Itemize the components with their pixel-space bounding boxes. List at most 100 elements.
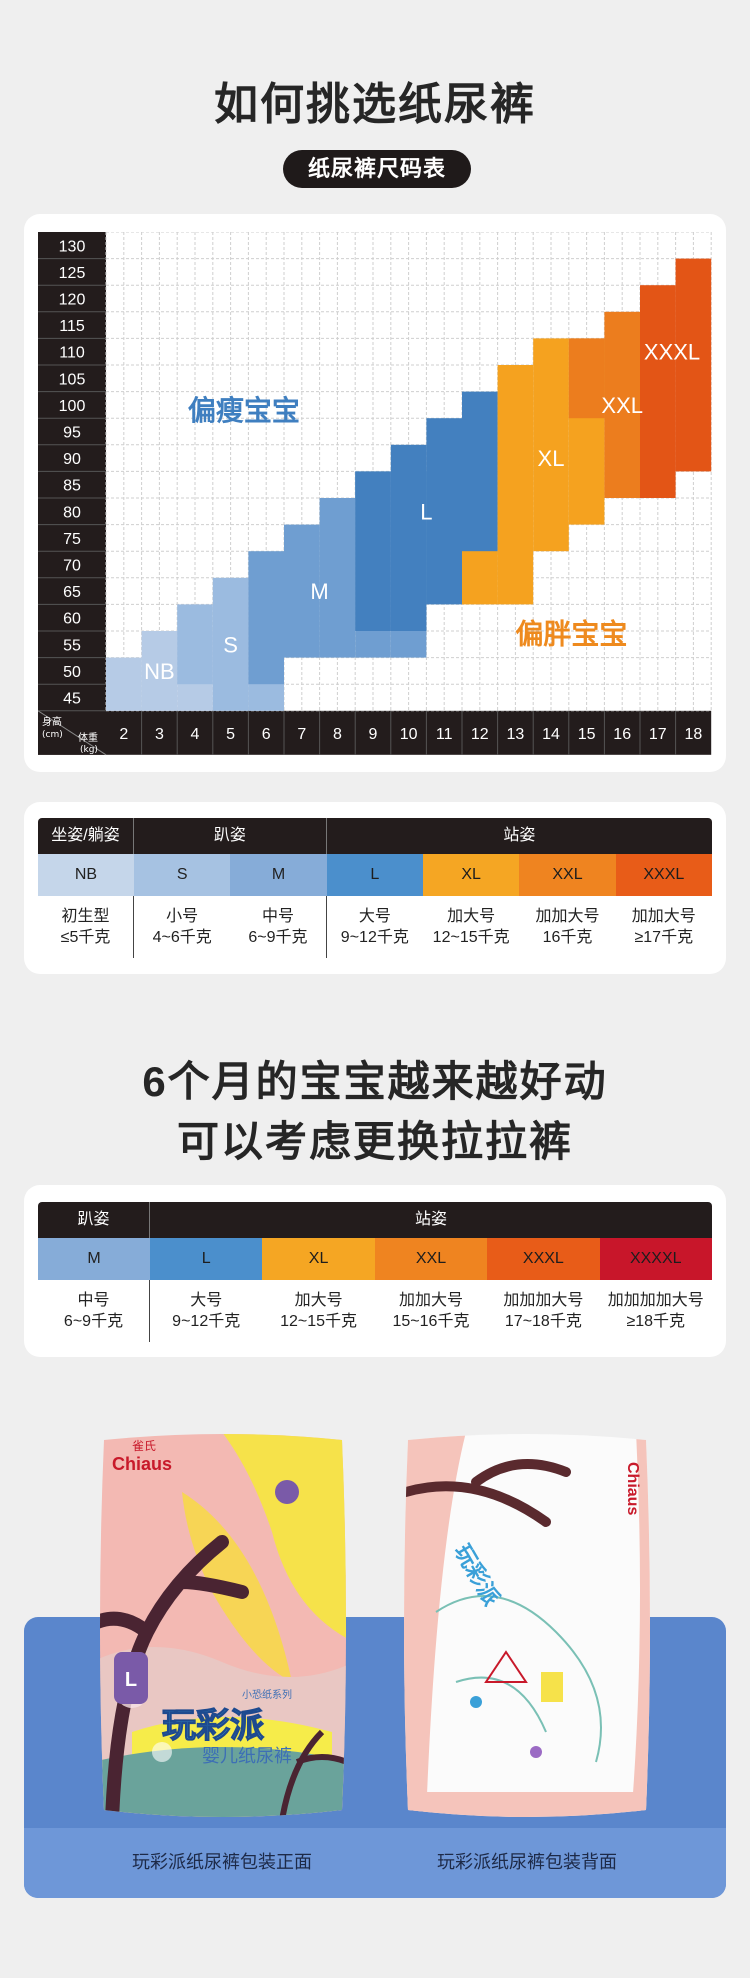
size-info-m: 中号 6~9千克 [230, 896, 327, 958]
size-cell-l: L [150, 1238, 263, 1280]
x-tick-label: 11 [436, 726, 453, 743]
corner-height-unit: (cm) [42, 730, 63, 740]
size-info-xxxxl: 加加加加大号 ≥18千克 [600, 1280, 712, 1342]
size-info-xxl: 加加大号 15~16千克 [375, 1280, 487, 1342]
y-tick-label: 110 [59, 345, 85, 362]
size-name: 加加加大号 [503, 1292, 584, 1309]
y-tick-label: 130 [59, 238, 86, 255]
size-info-s: 小号 4~6千克 [134, 896, 230, 958]
back-caption: 玩彩派纸尿裤包装背面 [437, 1852, 617, 1872]
size-weight: ≥17千克 [634, 929, 694, 946]
size-cell-s: S [134, 854, 231, 896]
y-axis-band [38, 232, 106, 755]
x-tick-label: 18 [685, 726, 703, 743]
size-info-row: 中号 6~9千克 大号 9~12千克 加大号 12~15千克 加加大号 15~16千克 加加加大… [38, 1280, 712, 1342]
size-block-nb [106, 657, 142, 711]
front-product-sub: 婴儿纸尿裤 [202, 1746, 292, 1767]
size-info-l: 大号 9~12千克 [150, 1280, 262, 1342]
front-caption: 玩彩派纸尿裤包装正面 [132, 1852, 312, 1872]
y-tick-label: 50 [63, 664, 81, 681]
x-tick-label: 12 [471, 726, 489, 743]
posture-header: 站姿 [503, 827, 536, 844]
page-title: 如何挑选纸尿裤 [214, 80, 536, 129]
size-name: 中号 [261, 908, 294, 925]
posture-header: 站姿 [414, 1211, 447, 1228]
size-name: 中号 [77, 1292, 110, 1309]
size-info-m: 中号 6~9千克 [38, 1280, 150, 1342]
label-heavy-baby: 偏胖宝宝 [515, 618, 627, 651]
size-block-xl [462, 551, 498, 605]
label-thin-baby: 偏瘦宝宝 [188, 394, 300, 427]
y-tick-label: 85 [63, 478, 81, 495]
size-info-nb: 初生型 ≤5千克 [38, 896, 134, 958]
size-name: 小号 [166, 908, 199, 925]
corner-height-label: 身高 [42, 715, 62, 728]
posture-header: 坐姿/躺姿 [38, 818, 134, 854]
size-weight: 6~9千克 [63, 1313, 124, 1330]
size-name: 加加大号 [398, 1292, 463, 1309]
size-name: 加加大号 [535, 908, 600, 925]
size-cell-xxl: XXL [374, 1238, 488, 1280]
size-label-xxl: XXL [601, 393, 643, 418]
size-name: 大号 [190, 1292, 223, 1309]
size-row: M L XL XXL XXXL XXXXL [38, 1238, 712, 1280]
size-name: 加加大号 [631, 908, 696, 925]
size-cell-m: M [230, 854, 327, 896]
size-label-l: L [420, 499, 432, 524]
x-tick-label: 8 [333, 726, 342, 743]
x-tick-label: 2 [119, 726, 128, 743]
x-tick-label: 10 [400, 726, 418, 743]
size-weight: 4~6千克 [152, 929, 212, 946]
y-tick-label: 115 [59, 318, 85, 335]
y-tick-label: 120 [59, 292, 86, 309]
x-tick-label: 17 [649, 726, 667, 743]
table-header-row: 趴姿 站姿 [38, 1202, 712, 1238]
size-weight: 12~15千克 [280, 1313, 358, 1330]
front-series: 小恐纸系列 [242, 1688, 292, 1701]
size-block-l [426, 418, 462, 605]
x-tick-label: 15 [578, 726, 596, 743]
front-product-name: 玩彩派 [162, 1706, 264, 1746]
size-info-xxxl: 加加大号 ≥17千克 [616, 896, 712, 958]
size-block-nb [141, 631, 178, 711]
x-tick-label: 5 [226, 726, 235, 743]
size-name: 大号 [358, 908, 391, 925]
x-tick-label: 13 [507, 726, 525, 743]
y-tick-label: 75 [63, 531, 81, 548]
corner-weight-unit: (kg) [80, 745, 98, 755]
y-tick-label: 65 [63, 584, 81, 601]
size-info-xxxl: 加加加大号 17~18千克 [487, 1280, 599, 1342]
size-name: 加大号 [294, 1292, 343, 1309]
size-label-s: S [223, 632, 238, 657]
x-tick-label: 7 [297, 726, 306, 743]
posture-header: 趴姿 [134, 818, 327, 854]
y-tick-label: 95 [63, 425, 81, 442]
x-axis-band [38, 710, 712, 755]
size-label-nb: NB [144, 659, 175, 684]
size-weight: ≥18千克 [626, 1313, 686, 1330]
size-cell-xxl: XXL [519, 854, 616, 896]
size-block-xxxl [675, 258, 712, 472]
posture-header: 趴姿 [38, 1202, 150, 1238]
size-info-l: 大号 9~12千克 [327, 896, 423, 958]
table-header-row: 坐姿/躺姿 趴姿 站姿 [38, 818, 712, 854]
size-weight: 17~18千克 [504, 1313, 582, 1330]
size-name: 初生型 [61, 908, 110, 925]
size-label-m: M [310, 579, 328, 604]
y-tick-label: 45 [63, 691, 81, 708]
size-block-l [355, 471, 391, 631]
back-brand: Chiaus [624, 1462, 641, 1515]
y-tick-label: 70 [63, 558, 81, 575]
size-info-xl: 加大号 12~15千克 [423, 896, 519, 958]
size-weight: 9~12千克 [340, 929, 409, 946]
y-tick-label: 105 [59, 371, 86, 388]
x-tick-label: 4 [191, 726, 200, 743]
y-tick-label: 55 [63, 637, 81, 654]
size-block-s [212, 577, 249, 711]
size-weight: 15~16千克 [392, 1313, 470, 1330]
size-table-2: 趴姿 站姿 M L XL XXL XXXL XXXXL 中号 6~9千克 大号 9~12千克 加大号 12… [38, 1202, 712, 1342]
size-label-xxxl: XXXL [644, 340, 700, 365]
y-tick-label: 125 [59, 265, 86, 282]
size-label-xl: XL [538, 446, 565, 471]
size-block-xxl [568, 338, 605, 419]
